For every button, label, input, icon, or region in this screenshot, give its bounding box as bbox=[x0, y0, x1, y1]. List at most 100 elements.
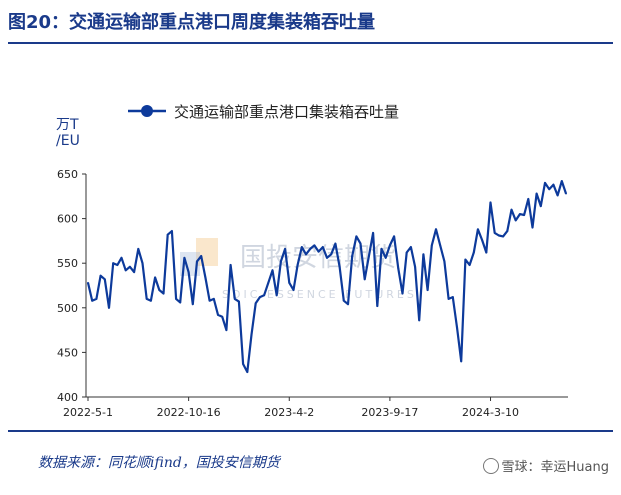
data-point bbox=[317, 250, 320, 253]
data-point bbox=[95, 297, 98, 300]
axes: 400 450 500 550 600 650 2022-5-1 2022-10-16 2023… bbox=[57, 168, 568, 419]
data-point bbox=[99, 274, 102, 277]
data-point bbox=[347, 303, 349, 306]
data-point bbox=[493, 231, 496, 234]
legend-marker bbox=[141, 105, 153, 117]
data-point bbox=[145, 297, 148, 300]
data-point bbox=[108, 306, 110, 309]
data-point bbox=[409, 246, 412, 249]
data-point bbox=[518, 213, 521, 216]
xueqiu-logo-icon bbox=[482, 458, 499, 474]
data-point bbox=[498, 234, 500, 237]
data-point bbox=[460, 360, 463, 363]
data-point bbox=[296, 264, 299, 266]
legend: 交通运输部重点港口集装箱吞吐量 bbox=[128, 103, 399, 121]
data-point bbox=[372, 231, 375, 234]
data-point bbox=[321, 246, 324, 249]
data-point bbox=[489, 201, 492, 204]
background-watermark: 国投安信期货 SDIC ESSENCE FUTURES bbox=[180, 238, 414, 301]
data-point bbox=[326, 256, 328, 259]
data-point bbox=[338, 265, 341, 268]
data-point bbox=[259, 296, 261, 298]
data-point bbox=[313, 244, 316, 247]
y-axis-unit: 万T /EU bbox=[56, 117, 80, 149]
data-point bbox=[422, 253, 425, 256]
data-point bbox=[535, 192, 538, 195]
data-point bbox=[191, 303, 194, 306]
data-point bbox=[129, 265, 131, 268]
data-point bbox=[523, 214, 525, 216]
watermark-text: 国投安信期货 bbox=[240, 243, 396, 273]
x-tick-label: 2022-5-1 bbox=[63, 406, 113, 419]
data-point bbox=[510, 208, 513, 211]
data-point bbox=[388, 244, 391, 247]
data-point bbox=[393, 235, 395, 238]
y-tick-label: 450 bbox=[57, 346, 78, 359]
legend-label: 交通运输部重点港口集装箱吞吐量 bbox=[174, 103, 399, 121]
data-point bbox=[175, 297, 177, 300]
data-point bbox=[477, 228, 479, 231]
data-point bbox=[481, 239, 484, 241]
y-tick-label: 550 bbox=[57, 257, 78, 270]
data-point bbox=[87, 281, 89, 284]
data-point bbox=[401, 292, 404, 295]
data-point bbox=[514, 219, 517, 222]
data-point bbox=[342, 299, 345, 302]
source-note: 数据来源：同花顺ifind，国投安信期货 bbox=[38, 455, 280, 471]
data-point bbox=[384, 256, 387, 259]
data-point bbox=[217, 314, 219, 316]
data-point bbox=[112, 262, 115, 265]
data-point bbox=[166, 233, 169, 236]
y-tick-label: 600 bbox=[57, 213, 78, 226]
data-point bbox=[363, 278, 366, 281]
data-point bbox=[279, 260, 282, 263]
y-axis-unit-line-2: /EU bbox=[56, 133, 80, 149]
x-tick-label: 2023-4-2 bbox=[264, 406, 314, 419]
data-point bbox=[418, 319, 421, 322]
data-point bbox=[124, 269, 127, 272]
data-point bbox=[359, 242, 362, 245]
data-point bbox=[435, 228, 437, 231]
xueqiu-watermark-text: 雪球：幸运Huang bbox=[501, 460, 609, 475]
data-point bbox=[149, 299, 152, 302]
data-point bbox=[502, 235, 505, 238]
data-point bbox=[154, 276, 156, 279]
data-point bbox=[196, 260, 198, 263]
data-point bbox=[267, 281, 270, 284]
data-point bbox=[527, 198, 530, 200]
data-point bbox=[472, 251, 475, 254]
data-point bbox=[380, 248, 383, 250]
data-point bbox=[162, 292, 165, 295]
data-point bbox=[284, 248, 286, 250]
series-group bbox=[86, 180, 568, 374]
data-point bbox=[187, 271, 190, 274]
data-point bbox=[263, 294, 266, 297]
data-point bbox=[120, 256, 123, 259]
data-point bbox=[552, 183, 555, 186]
data-point bbox=[200, 255, 203, 257]
data-point bbox=[133, 271, 136, 274]
y-axis-unit-line-1: 万T bbox=[56, 117, 79, 133]
data-point bbox=[468, 264, 471, 266]
data-point bbox=[548, 188, 551, 191]
x-tick-label: 2022-10-16 bbox=[157, 406, 221, 419]
data-point bbox=[368, 255, 370, 257]
data-point bbox=[183, 256, 186, 259]
data-point bbox=[451, 296, 454, 298]
y-tick-label: 400 bbox=[57, 391, 78, 404]
data-point bbox=[397, 267, 400, 270]
data-point bbox=[330, 253, 333, 256]
data-point bbox=[531, 226, 534, 229]
data-point bbox=[292, 289, 295, 291]
title-divider bbox=[8, 42, 613, 44]
data-point bbox=[443, 260, 446, 263]
y-tick-label: 500 bbox=[57, 302, 78, 315]
data-point bbox=[430, 244, 433, 247]
data-point bbox=[334, 242, 337, 245]
data-point bbox=[221, 315, 224, 318]
data-point bbox=[560, 180, 563, 183]
data-point bbox=[447, 297, 450, 300]
data-point bbox=[137, 248, 140, 250]
data-point bbox=[179, 301, 182, 304]
data-point bbox=[254, 302, 257, 305]
